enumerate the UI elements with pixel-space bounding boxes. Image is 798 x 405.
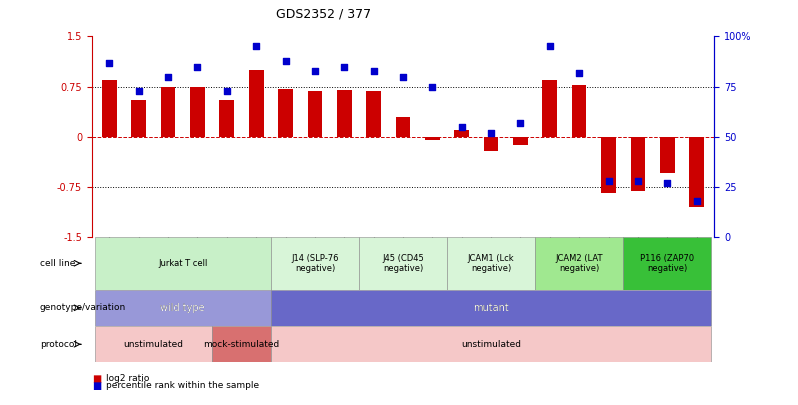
Text: J45 (CD45
negative): J45 (CD45 negative) <box>382 254 424 273</box>
Bar <box>535 237 623 290</box>
Bar <box>572 85 587 137</box>
Bar <box>601 137 616 194</box>
Text: JCAM1 (Lck
negative): JCAM1 (Lck negative) <box>468 254 515 273</box>
Bar <box>396 117 410 137</box>
Bar <box>271 326 711 362</box>
Bar <box>95 290 271 326</box>
Point <box>661 179 674 186</box>
Bar <box>337 90 352 137</box>
Point <box>573 69 586 76</box>
Point <box>309 67 322 74</box>
Point <box>162 73 175 80</box>
Point <box>191 63 203 70</box>
Point <box>543 43 556 50</box>
Point <box>426 83 439 90</box>
Point <box>103 59 116 66</box>
Bar <box>95 237 271 290</box>
Point <box>338 63 350 70</box>
Point <box>602 177 615 184</box>
Text: unstimulated: unstimulated <box>461 340 521 349</box>
Bar <box>249 70 263 137</box>
Point <box>397 73 409 80</box>
Point <box>250 43 263 50</box>
Point <box>367 67 380 74</box>
Bar <box>271 290 711 326</box>
Bar <box>425 137 440 140</box>
Text: percentile rank within the sample: percentile rank within the sample <box>106 381 259 390</box>
Bar <box>190 87 205 137</box>
Bar <box>366 91 381 137</box>
Text: J14 (SLP-76
negative): J14 (SLP-76 negative) <box>291 254 338 273</box>
Text: wild type: wild type <box>160 303 205 313</box>
Bar <box>102 80 117 137</box>
Point <box>514 119 527 126</box>
Text: cell line: cell line <box>40 259 75 268</box>
Text: mutant: mutant <box>473 303 509 313</box>
Point <box>631 177 644 184</box>
Bar <box>359 237 447 290</box>
Text: JCAM2 (LAT
negative): JCAM2 (LAT negative) <box>555 254 603 273</box>
Bar <box>279 89 293 137</box>
Text: protocol: protocol <box>40 340 77 349</box>
Bar <box>307 91 322 137</box>
Bar <box>447 237 535 290</box>
Text: ■: ■ <box>92 374 101 384</box>
Text: mock-stimulated: mock-stimulated <box>203 340 279 349</box>
Bar <box>219 100 234 137</box>
Point <box>220 87 233 94</box>
Bar <box>660 137 674 173</box>
Bar <box>630 137 646 192</box>
Point <box>484 130 497 136</box>
Point <box>132 87 145 94</box>
Point <box>690 198 703 204</box>
Text: Jurkat T cell: Jurkat T cell <box>158 259 207 268</box>
Bar <box>543 80 557 137</box>
Bar <box>484 137 499 151</box>
Text: unstimulated: unstimulated <box>124 340 184 349</box>
Text: genotype/variation: genotype/variation <box>40 303 126 312</box>
Bar <box>454 130 469 137</box>
Bar <box>95 326 212 362</box>
Text: GDS2352 / 377: GDS2352 / 377 <box>275 7 371 20</box>
Bar <box>132 100 146 137</box>
Text: ■: ■ <box>92 381 101 390</box>
Bar <box>513 137 527 145</box>
Text: log2 ratio: log2 ratio <box>106 374 149 383</box>
Bar <box>623 237 711 290</box>
Bar <box>160 87 176 137</box>
Point <box>279 57 292 64</box>
Text: wild type: wild type <box>160 303 205 313</box>
Bar <box>212 326 271 362</box>
Bar <box>689 137 704 207</box>
Point <box>456 124 468 130</box>
Text: mutant: mutant <box>473 303 509 313</box>
Text: P116 (ZAP70
negative): P116 (ZAP70 negative) <box>640 254 694 273</box>
Bar <box>271 237 359 290</box>
